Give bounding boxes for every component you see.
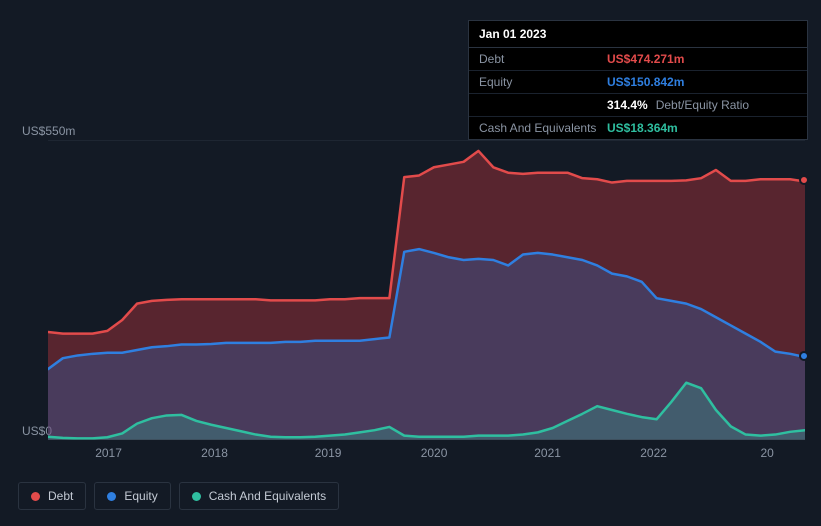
y-axis-label-max: US$550m — [22, 124, 75, 138]
tooltip-row-extra: Debt/Equity Ratio — [656, 98, 749, 112]
legend-dot — [107, 492, 116, 501]
tooltip-row-value: US$18.364m — [607, 121, 678, 135]
tooltip-row-value: US$474.271m — [607, 52, 684, 66]
series-end-marker — [799, 175, 809, 185]
tooltip-box: Jan 01 2023 DebtUS$474.271mEquityUS$150.… — [468, 20, 808, 140]
tooltip-row-value: 314.4% — [607, 98, 648, 112]
legend-label: Debt — [48, 489, 73, 503]
legend-item[interactable]: Equity — [94, 482, 170, 510]
legend: Debt Equity Cash And Equivalents — [18, 482, 339, 510]
x-axis: 2017 2018 2019 2020 2021 2022 20 — [48, 446, 805, 464]
legend-label: Cash And Equivalents — [209, 489, 326, 503]
tooltip-row-label: Equity — [479, 75, 607, 89]
legend-label: Equity — [124, 489, 157, 503]
x-axis-tick: 2018 — [201, 446, 228, 460]
x-axis-tick: 2021 — [534, 446, 561, 460]
series-end-marker — [799, 351, 809, 361]
tooltip-date: Jan 01 2023 — [469, 21, 807, 48]
legend-item[interactable]: Cash And Equivalents — [179, 482, 339, 510]
tooltip-row: EquityUS$150.842m — [469, 71, 807, 94]
tooltip-row-label: Cash And Equivalents — [479, 121, 607, 135]
tooltip-row-value: US$150.842m — [607, 75, 684, 89]
tooltip-row: DebtUS$474.271m — [469, 48, 807, 71]
chart-area — [48, 140, 805, 440]
x-axis-tick: 2022 — [640, 446, 667, 460]
legend-dot — [192, 492, 201, 501]
legend-item[interactable]: Debt — [18, 482, 86, 510]
chart-svg — [48, 140, 805, 440]
legend-dot — [31, 492, 40, 501]
x-axis-tick: 2019 — [315, 446, 342, 460]
x-axis-tick: 20 — [760, 446, 773, 460]
tooltip-row-label: Debt — [479, 52, 607, 66]
tooltip-row: Cash And EquivalentsUS$18.364m — [469, 117, 807, 139]
x-axis-tick: 2017 — [95, 446, 122, 460]
x-axis-tick: 2020 — [421, 446, 448, 460]
tooltip-row: 314.4% Debt/Equity Ratio — [469, 94, 807, 117]
